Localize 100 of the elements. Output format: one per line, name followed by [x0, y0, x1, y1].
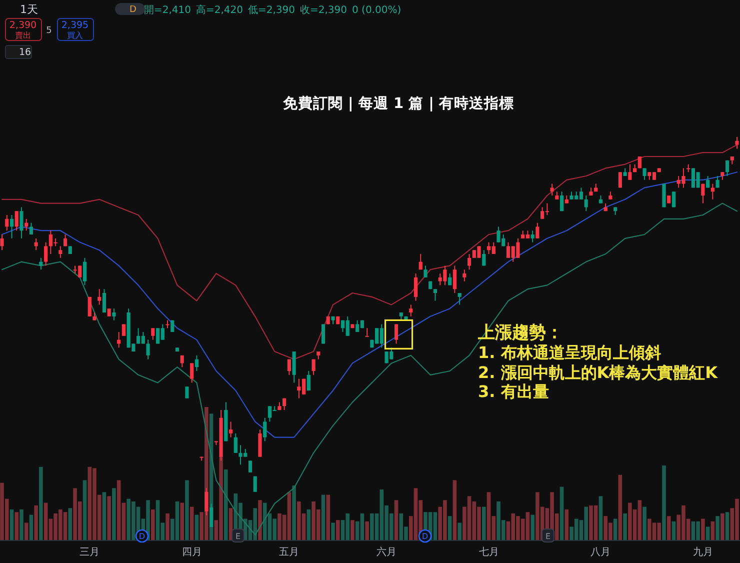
candlestick: [394, 324, 398, 344]
bar: [194, 514, 199, 540]
x-tick-label: 八月: [590, 547, 611, 558]
bar: [20, 509, 24, 540]
text: 1天: [20, 3, 38, 16]
text: 低=2,390: [248, 5, 296, 16]
annotation: 上漲趨勢：: [477, 323, 563, 343]
bar: [185, 480, 189, 540]
candlestick: [82, 257, 87, 286]
candlestick: [253, 476, 257, 492]
bar: [394, 500, 398, 540]
candlestick: [14, 210, 18, 232]
candlestick: [287, 358, 291, 376]
candlestick: [190, 362, 194, 384]
candlestick: [701, 183, 705, 204]
bar: [642, 506, 646, 540]
x-tick-label: 六月: [376, 546, 397, 558]
candlestick: [462, 269, 466, 282]
candlestick: [112, 308, 116, 321]
text: 開=2,410: [144, 5, 192, 16]
x-tick-label: 三月: [80, 547, 100, 558]
bar: [331, 522, 335, 540]
bar: [530, 514, 534, 540]
candlestick: [409, 304, 413, 317]
bar: [150, 509, 155, 540]
bar: [564, 509, 569, 540]
bar: [448, 516, 452, 540]
candlestick: [482, 250, 486, 266]
x-tick-label: 七月: [478, 546, 499, 558]
candlestick: [151, 328, 155, 340]
bar: [321, 494, 326, 540]
text: 0 (0.00%): [352, 5, 402, 16]
bar: [292, 485, 296, 540]
bar: [710, 521, 715, 540]
bar: [82, 480, 87, 540]
text: 16: [19, 47, 32, 58]
candlestick: [710, 183, 714, 200]
candlestick: [44, 242, 48, 266]
bar: [14, 512, 19, 540]
bar: [336, 520, 340, 540]
candlestick: [672, 191, 676, 208]
bar: [720, 513, 724, 540]
candlestick: [467, 254, 472, 270]
candlestick: [122, 324, 126, 336]
candlestick: [5, 214, 9, 232]
candlestick: [20, 206, 24, 239]
annotation: D: [138, 532, 146, 541]
bar: [716, 516, 720, 540]
text: D: [130, 5, 137, 15]
bar: [618, 474, 622, 540]
candlestick: [452, 265, 456, 294]
candlestick: [628, 164, 632, 180]
text: 2,395: [61, 20, 89, 31]
candlestick: [98, 288, 102, 306]
bar: [34, 505, 38, 540]
bar: [180, 502, 184, 540]
bar: [350, 520, 354, 540]
text: 買入: [67, 31, 83, 40]
candlestick: [263, 417, 267, 442]
bar: [166, 513, 170, 540]
chart-subtitle: 免費訂閱 | 每週 1 篇 | 有時送指標: [282, 95, 514, 112]
annotation: E: [545, 532, 551, 541]
candlestick: [228, 421, 233, 438]
bar: [112, 488, 116, 540]
candlestick: [292, 351, 296, 384]
candlestick: [418, 254, 422, 270]
candlestick: [258, 429, 262, 458]
bar: [224, 470, 228, 540]
candlestick: [312, 358, 316, 376]
candlestick: [58, 246, 62, 258]
candlestick: [536, 222, 540, 239]
bar: [39, 466, 43, 540]
annotation: 2. 漲回中軌上的K棒為大實體紅K: [478, 363, 718, 382]
candlestick: [234, 432, 238, 454]
bar: [666, 516, 671, 540]
annotation: E: [235, 532, 241, 541]
bar: [725, 512, 730, 540]
candlestick: [365, 328, 369, 337]
candlestick: [642, 168, 646, 180]
candlestick: [424, 265, 428, 278]
candlestick: [560, 191, 564, 212]
candlestick: [550, 183, 554, 196]
bar: [672, 521, 676, 540]
candlestick: [414, 273, 418, 302]
text: 高=2,420: [196, 4, 244, 16]
x-tick-label: 九月: [692, 546, 713, 558]
bar: [10, 509, 14, 540]
bar: [458, 522, 462, 540]
candlestick: [204, 488, 208, 516]
candlestick: [618, 172, 622, 188]
text: 5: [46, 26, 52, 36]
candlestick: [210, 503, 214, 528]
candlestick: [321, 324, 326, 344]
bar: [706, 526, 710, 540]
candlestick: [433, 288, 438, 302]
x-tick-label: 四月: [182, 547, 202, 558]
candlestick: [458, 292, 462, 306]
bar: [452, 480, 457, 540]
bar: [68, 508, 72, 540]
text: 收=2,390: [300, 5, 348, 16]
